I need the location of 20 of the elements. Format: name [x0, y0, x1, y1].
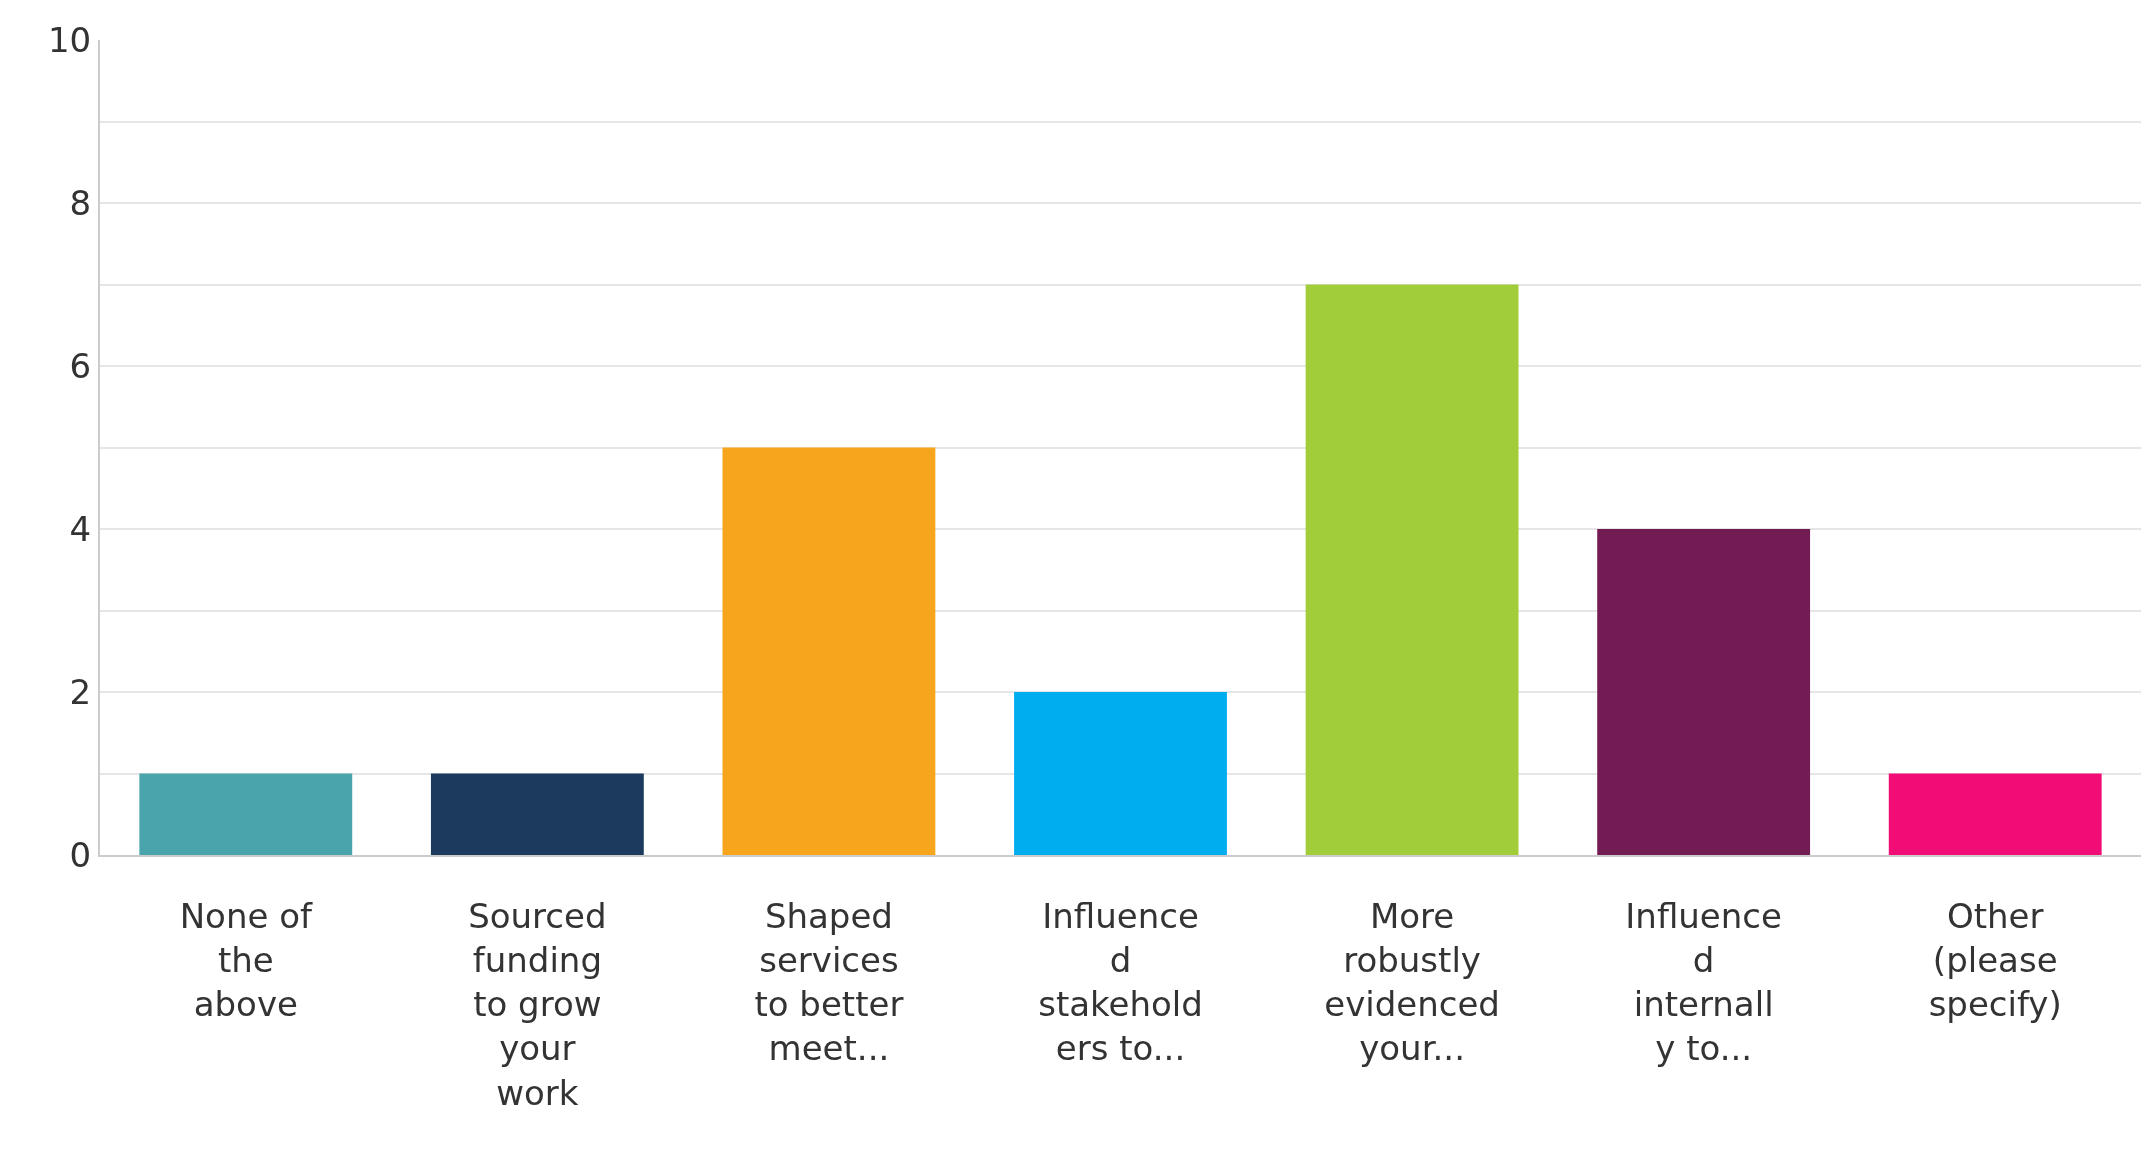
bar [1014, 692, 1227, 855]
x-tick-label: Sourced funding to grow your work [468, 895, 607, 1113]
x-tick-label: Other (please specify) [1928, 895, 2062, 1025]
bar [430, 773, 644, 855]
bar [139, 773, 353, 855]
bar [1597, 529, 1811, 855]
y-tick-label: 4 [69, 508, 92, 549]
bar [1888, 773, 2102, 855]
x-tick-label: More robustly evidenced your... [1324, 895, 1500, 1069]
y-tick-label: 2 [69, 671, 92, 712]
x-tick-label: None of the above [179, 895, 313, 1025]
x-tick-label: Influence d internall y to... [1625, 895, 1782, 1069]
y-tick-label: 6 [69, 345, 92, 386]
x-tick-label: Influence d stakehold ers to... [1038, 895, 1203, 1069]
bar [722, 447, 936, 855]
y-tick-label: 8 [69, 182, 92, 223]
bar [1305, 284, 1519, 855]
y-tick-label: 0 [69, 834, 92, 875]
y-tick-label: 10 [47, 19, 92, 60]
x-tick-label: Shaped services to better meet... [754, 895, 904, 1069]
